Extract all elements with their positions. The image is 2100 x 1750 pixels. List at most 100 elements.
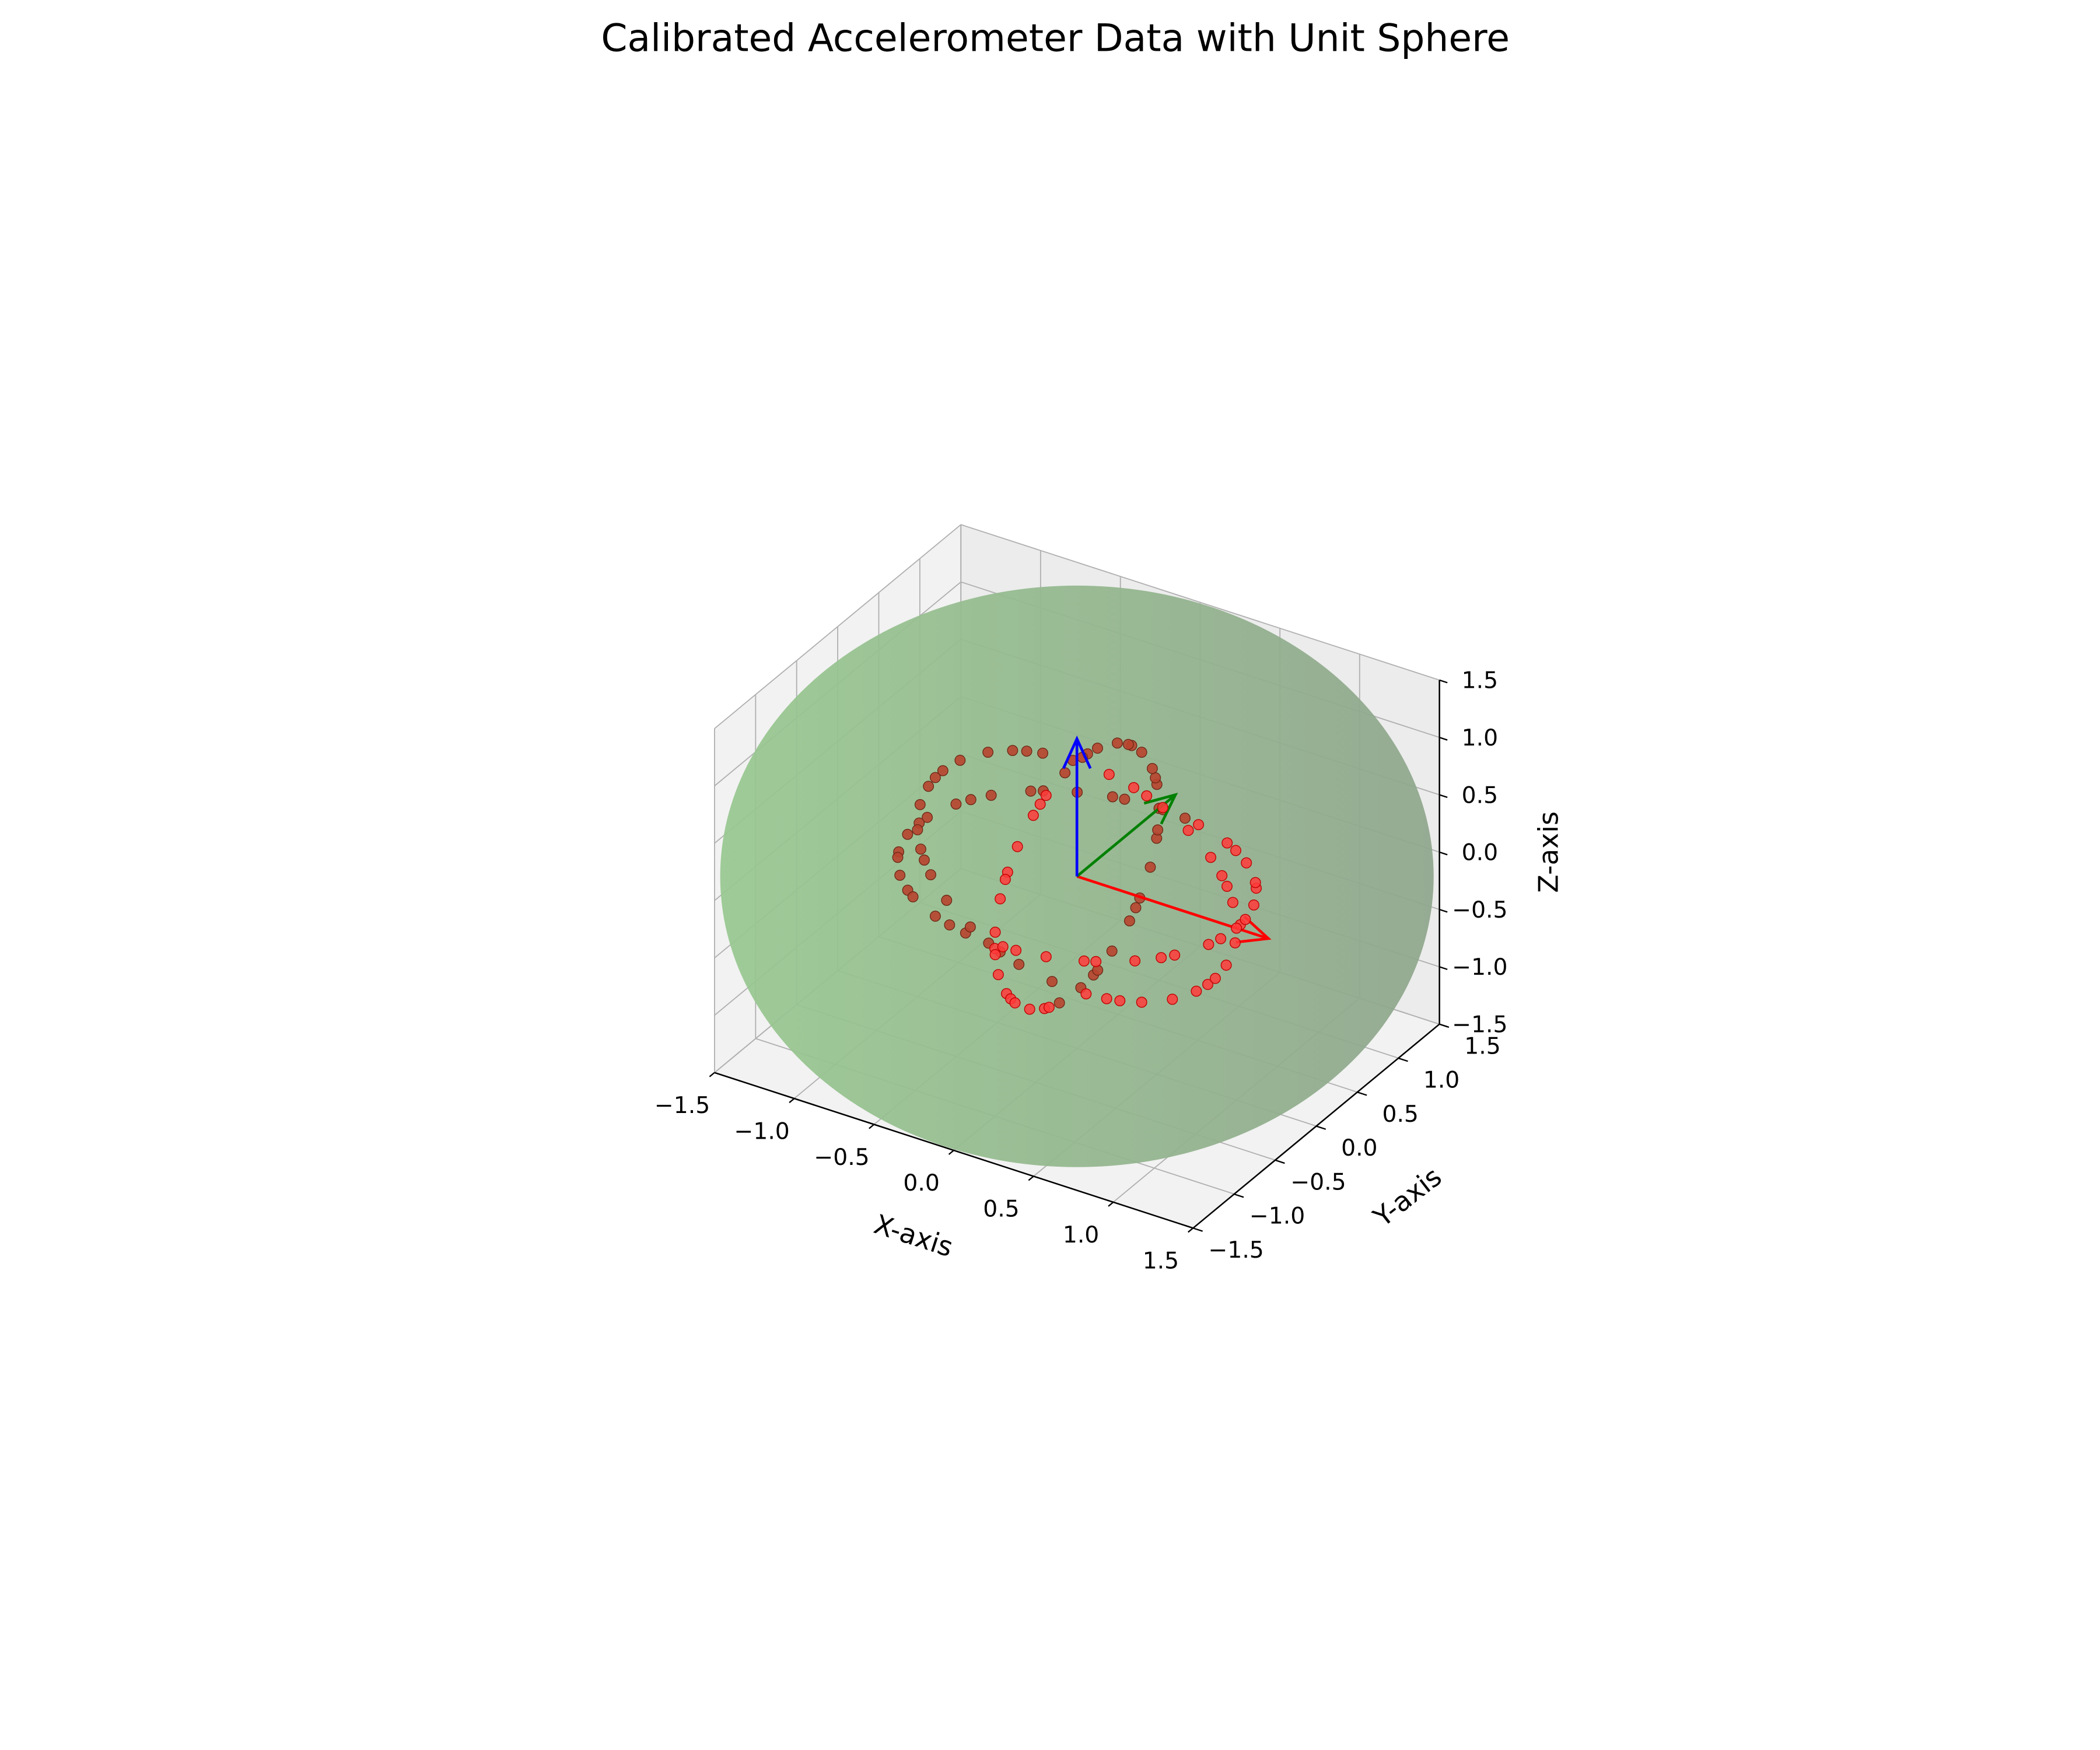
data-point: [1012, 841, 1023, 852]
y-tick: [1439, 1023, 1450, 1028]
data-point: [1202, 979, 1213, 991]
z-axis-label: Z-axis: [1533, 811, 1564, 893]
x-tick-label: 1.5: [1143, 1248, 1179, 1275]
data-point: [902, 828, 914, 840]
z-tick: [1439, 679, 1448, 684]
data-point: [929, 772, 941, 783]
y-tick-label: −0.5: [1290, 1170, 1346, 1196]
y-tick-label: 1.5: [1464, 1033, 1500, 1059]
data-point: [941, 894, 953, 906]
x-tick-label: 1.0: [1063, 1222, 1099, 1248]
data-point: [915, 844, 926, 855]
x-vector-arrowhead: [1236, 915, 1272, 944]
data-point: [989, 926, 1001, 938]
grid-line: [960, 524, 1440, 681]
data-point: [1229, 937, 1241, 949]
y-tick: [1275, 1159, 1285, 1164]
data-point: [1128, 782, 1140, 793]
data-point: [914, 799, 926, 810]
z-tick: [1439, 966, 1448, 970]
data-point: [1024, 1003, 1035, 1015]
y-tick: [1357, 1091, 1367, 1096]
data-point: [907, 891, 919, 902]
y-vector-arrowhead: [1143, 792, 1178, 825]
data-point: [1129, 955, 1141, 967]
data-point: [1152, 824, 1164, 836]
data-point: [1203, 939, 1214, 950]
data-point: [997, 941, 1009, 953]
z-tick-label: 0.0: [1462, 840, 1498, 866]
data-point: [1222, 880, 1233, 892]
x-tick-label: −1.5: [654, 1093, 710, 1119]
data-point: [892, 852, 904, 863]
x-tick-label: −1.0: [734, 1118, 790, 1144]
x-tick-label: −0.5: [814, 1144, 869, 1171]
data-point: [944, 919, 956, 931]
data-point: [1146, 763, 1158, 774]
data-point: [992, 969, 1004, 981]
data-point: [1080, 988, 1092, 1000]
x-tick: [1108, 1202, 1114, 1207]
data-point: [989, 949, 1001, 961]
data-point: [1240, 914, 1251, 925]
data-point: [1220, 960, 1232, 971]
data-point: [985, 789, 997, 801]
y-tick-label: −1.5: [1209, 1237, 1264, 1264]
z-tick-label: 1.5: [1462, 668, 1498, 694]
data-point: [1107, 791, 1118, 803]
x-axis-line: [714, 1072, 1194, 1229]
data-point: [1059, 767, 1071, 779]
z-vector-arrowhead: [1062, 735, 1092, 769]
data-point: [1092, 743, 1103, 754]
data-point: [1007, 745, 1019, 757]
data-points-front: [989, 769, 1262, 1015]
data-point: [1122, 738, 1134, 750]
x-tick: [1188, 1227, 1194, 1233]
z-tick: [1439, 794, 1448, 799]
data-point: [1054, 997, 1065, 1009]
data-point: [1040, 951, 1052, 963]
y-tick: [1192, 1227, 1203, 1232]
grid-line: [714, 524, 961, 729]
data-point: [1101, 993, 1112, 1005]
data-point: [1037, 747, 1049, 759]
data-point: [1241, 857, 1252, 869]
data-point: [1078, 956, 1090, 967]
data-point: [995, 893, 1006, 905]
data-point: [1167, 993, 1178, 1005]
data-point: [912, 824, 923, 835]
data-point: [1169, 949, 1181, 961]
y-tick: [1315, 1125, 1326, 1130]
data-point: [1106, 945, 1118, 957]
z-tick-label: −0.5: [1452, 897, 1507, 923]
data-point: [919, 854, 930, 866]
y-tick-label: 1.0: [1423, 1068, 1460, 1094]
data-point: [1216, 870, 1228, 881]
chart-title: Calibrated Accelerometer Data with Unit …: [601, 17, 1510, 61]
data-point: [1227, 897, 1238, 908]
data-point: [954, 754, 966, 766]
data-point: [1231, 922, 1242, 934]
data-point: [1209, 972, 1221, 984]
data-point: [1141, 790, 1153, 802]
data-point: [1144, 862, 1156, 873]
data-point: [1248, 900, 1259, 911]
x-tick-label: 0.0: [903, 1170, 939, 1196]
data-point: [950, 798, 962, 810]
data-point: [1180, 813, 1191, 824]
data-point: [1027, 810, 1039, 821]
data-point: [937, 765, 949, 776]
data-point: [1205, 852, 1217, 863]
data-point: [1111, 737, 1123, 749]
data-point: [1230, 845, 1241, 856]
z-tick: [1439, 851, 1448, 856]
data-point: [1046, 976, 1058, 988]
y-tick-label: −1.0: [1250, 1203, 1305, 1230]
data-point: [1222, 837, 1233, 849]
data-point: [1124, 915, 1135, 927]
data-point: [999, 874, 1011, 886]
z-tick-label: −1.0: [1452, 954, 1507, 981]
data-point: [1130, 902, 1142, 914]
z-tick-label: −1.5: [1452, 1012, 1507, 1038]
